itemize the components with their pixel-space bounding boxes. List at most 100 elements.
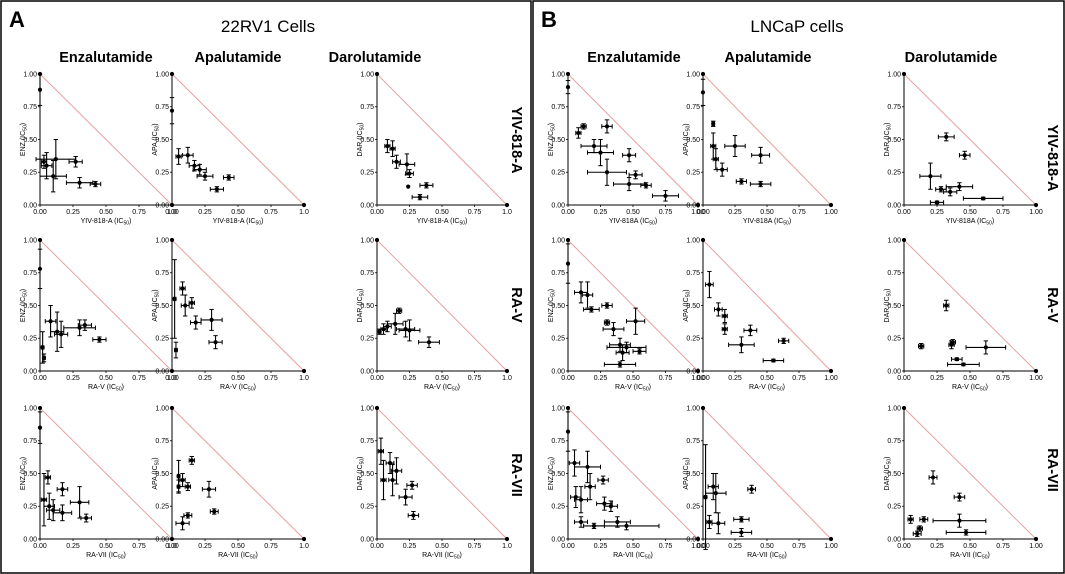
data-point-marker	[47, 504, 52, 509]
y-tick-label: 0.00	[23, 202, 37, 209]
data-point	[828, 202, 834, 208]
data-point	[828, 368, 834, 374]
data-point	[632, 348, 647, 355]
y-axis-label: DAR (IC50)	[357, 123, 366, 157]
x-axis-label: RA-V (IC50)	[424, 384, 460, 393]
data-point-marker	[917, 526, 922, 531]
data-point-marker	[226, 175, 231, 180]
x-tick-label: 0.50	[231, 543, 245, 550]
x-tick-label: 0.25	[930, 375, 944, 382]
data-point-marker	[189, 300, 194, 305]
x-axis-label: YIV-818-A (IC50)	[417, 218, 468, 227]
y-tick-label: 1.00	[551, 237, 565, 244]
data-point-marker	[185, 484, 190, 489]
x-tick-label: 0.50	[626, 209, 640, 216]
data-point-marker	[617, 342, 623, 347]
x-tick-label: 0.00	[897, 543, 911, 550]
data-point	[574, 450, 601, 484]
data-point	[37, 73, 43, 106]
data-point-marker	[55, 329, 60, 334]
data-point	[735, 178, 748, 185]
data-point	[396, 307, 403, 314]
data-point-marker	[828, 368, 834, 374]
x-tick-label: 0.00	[370, 375, 384, 382]
x-tick-label: 1.00	[824, 209, 838, 216]
y-axis-label: DAR (IC50)	[357, 457, 366, 491]
panel-a-letter: A	[9, 7, 25, 32]
data-point	[418, 336, 440, 348]
additivity-line	[39, 407, 173, 540]
data-point	[50, 311, 65, 352]
additivity-line	[903, 407, 1037, 540]
x-tick-label: 0.50	[231, 209, 245, 216]
y-tick-label: 0.50	[686, 471, 700, 478]
data-point-marker	[934, 200, 940, 205]
x-tick-label: 0.00	[696, 209, 710, 216]
y-axis-label: APA (IC50)	[152, 123, 161, 155]
data-point-marker	[716, 521, 721, 526]
data-point-marker	[633, 319, 638, 324]
data-point-marker	[615, 519, 620, 525]
data-point-marker	[381, 326, 386, 332]
data-point	[565, 237, 571, 243]
y-tick-label: 1.00	[23, 237, 37, 244]
data-point	[37, 248, 43, 289]
x-axis-label: RA-V (IC50)	[952, 384, 988, 393]
y-tick-label: 1.00	[887, 237, 901, 244]
y-tick-label: 0.00	[887, 536, 901, 543]
data-point	[209, 508, 219, 515]
y-tick-label: 0.00	[551, 202, 565, 209]
data-point	[201, 480, 217, 498]
data-point-marker	[1033, 536, 1039, 542]
data-point-marker	[604, 124, 610, 129]
x-tick-label: 0.50	[626, 543, 640, 550]
x-tick-label: 0.75	[996, 543, 1010, 550]
x-tick-label: 0.50	[99, 209, 113, 216]
data-point	[603, 361, 637, 368]
y-axis-label: APA (IC50)	[683, 289, 692, 321]
data-point-marker	[169, 237, 175, 243]
y-tick-label: 0.75	[23, 104, 37, 111]
data-point	[919, 516, 929, 523]
x-tick-label: 0.75	[996, 375, 1010, 382]
y-tick-label: 1.00	[155, 237, 169, 244]
data-point-marker	[695, 536, 701, 542]
y-tick-label: 0.00	[686, 368, 700, 375]
x-tick-label: 0.75	[468, 375, 482, 382]
panel-a-title: 22RV1 Cells	[221, 17, 315, 36]
additivity-line	[376, 73, 508, 206]
x-tick-label: 0.25	[728, 375, 742, 382]
data-point	[52, 504, 73, 522]
x-tick-label: 0.50	[435, 375, 449, 382]
y-axis-label: ENZ (IC50)	[548, 457, 557, 490]
y-tick-label: 0.50	[686, 303, 700, 310]
data-point	[504, 536, 510, 542]
data-point-marker	[901, 71, 907, 77]
data-point-marker	[37, 266, 43, 271]
y-axis-label: APA (IC50)	[683, 457, 692, 489]
data-point-marker	[598, 150, 603, 155]
x-tick-label: 1.0	[299, 375, 309, 382]
data-point	[189, 315, 202, 330]
data-point	[603, 319, 611, 326]
y-tick-label: 0.00	[551, 536, 565, 543]
y-tick-label: 0.25	[551, 504, 565, 511]
x-axis-label: RA-V (IC50)	[749, 384, 785, 393]
data-point-marker	[397, 308, 402, 313]
x-tick-label: 1.00	[1029, 375, 1043, 382]
plot-a-r1-c1: 0.000.00 0.25 0.25 0.50 0.50 0.75 0.75 1.00 1.0 R…	[152, 237, 309, 392]
y-tick-label: 1.00	[155, 405, 169, 412]
y-tick-label: 1.00	[551, 71, 565, 78]
data-point-marker	[176, 474, 181, 479]
panel-b-row-yiv818a: YIV-818-A	[1044, 125, 1060, 192]
panel-b-col-enzalutamide: Enzalutamide	[587, 50, 680, 66]
x-tick-label: 0.75	[132, 209, 146, 216]
y-tick-label: 0.75	[551, 104, 565, 111]
data-point-marker	[214, 187, 219, 192]
x-tick-label: 1.0	[167, 543, 177, 550]
data-point	[37, 405, 43, 411]
y-tick-label: 0.25	[155, 336, 169, 343]
data-point	[301, 202, 307, 208]
data-point-marker	[758, 153, 763, 158]
data-point	[929, 200, 945, 205]
